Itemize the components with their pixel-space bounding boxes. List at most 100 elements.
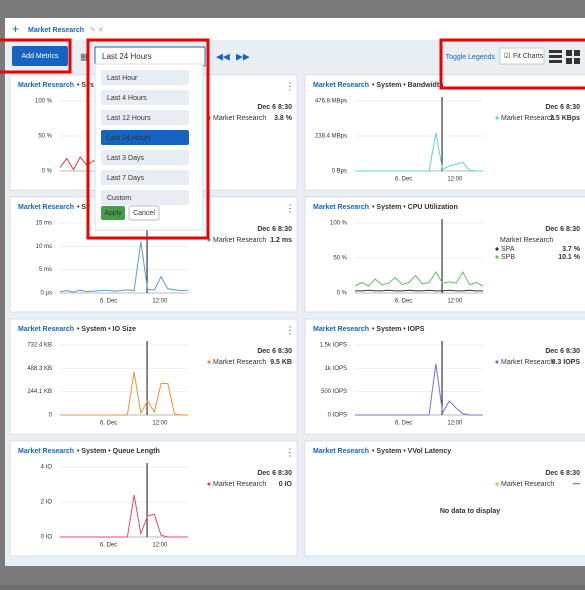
y-tick-label: 244.1 KB [27, 389, 52, 395]
highlight [86, 38, 210, 240]
layout-icons[interactable] [549, 50, 580, 64]
dropdown-option[interactable] [101, 150, 189, 165]
tab-bar [5, 18, 585, 40]
series-line [355, 132, 483, 172]
dropdown: Last Hour Last 4 Hours Last 12 Hours Last 2… [94, 63, 204, 231]
panel-title: Market Research • Sy [18, 204, 90, 211]
panel-metric: • System • CPU Utilization [372, 204, 458, 211]
dropdown-option-label[interactable]: Last 3 Days [107, 155, 144, 162]
add-metrics-button[interactable] [12, 46, 68, 66]
fit-charts-box[interactable] [499, 47, 545, 65]
x-tick-label: 12:00 [447, 421, 463, 427]
panel-bg [9, 318, 298, 435]
legend-name: Market Research [213, 115, 266, 122]
panel-bg [304, 74, 585, 191]
y-tick-label: 5 ms [39, 267, 52, 273]
prev-button[interactable]: ◀◀ [216, 51, 230, 61]
dropdown-option-label[interactable]: Last 24 Hours [107, 135, 151, 142]
calendar-icon[interactable]: ▦ [80, 51, 89, 61]
tab-icons[interactable]: ✎ ✕ [90, 27, 104, 34]
dropdown-option[interactable] [101, 110, 189, 125]
panel-menu[interactable]: ⋮ [583, 204, 585, 215]
dropdown-option-label[interactable]: Last Hour [107, 75, 138, 82]
legend-dot [207, 360, 211, 364]
panel-title: Market Research • System • IOPS [313, 326, 425, 333]
panel: Market Research • System • Queue Length ⋮D… [9, 440, 298, 557]
legend-dot [495, 360, 499, 364]
y-tick-label: 100 % [35, 99, 53, 105]
layout-icon[interactable] [566, 58, 572, 64]
add-metrics-label[interactable]: Add Metrics [22, 53, 59, 60]
legend-time: Dec 6 8:30 [545, 226, 580, 233]
panel-menu[interactable]: ⋮ [285, 448, 295, 459]
layout-icon[interactable] [574, 58, 580, 64]
dropdown-option[interactable] [101, 170, 189, 185]
y-tick-label: 476.8 MBps [315, 99, 347, 105]
legend-value: 0.3 IOPS [552, 359, 581, 366]
next-button[interactable]: ▶▶ [236, 51, 250, 61]
legend-time: Dec 6 8:30 [545, 348, 580, 355]
highlight [439, 38, 585, 90]
y-tick-label: 100 % [330, 221, 348, 227]
dropdown-option[interactable] [101, 130, 189, 145]
panel-metric: • System • IO Size [77, 326, 136, 333]
layout-icon[interactable] [549, 55, 562, 58]
panel-source: Market Research [18, 448, 74, 455]
dropdown-option-label[interactable]: Last 4 Hours [107, 95, 147, 102]
panel-source: Market Research [313, 204, 369, 211]
legend-dot [207, 482, 211, 486]
tab-title[interactable]: Market Research [28, 27, 84, 34]
panel-metric: • Sy [77, 204, 90, 211]
panel-menu[interactable]: ⋮ [583, 326, 585, 337]
fit-charts[interactable]: Fit Charts [513, 53, 544, 60]
y-tick-label: 4 IO [41, 465, 53, 471]
legend-name: Market Research [213, 359, 266, 366]
panel: Market Research • System • CPU Utilizatio… [304, 196, 585, 313]
layout-icon[interactable] [566, 50, 572, 56]
y-tick-label: 0 IOPS [328, 413, 347, 419]
y-tick-label: 50 % [333, 256, 347, 262]
layout-icon[interactable] [574, 50, 580, 56]
dropdown-option-label[interactable]: Last 7 Days [107, 175, 144, 182]
dropdown-option[interactable] [101, 190, 189, 205]
legend-dot [495, 482, 499, 486]
series-line [355, 289, 483, 292]
series-line [60, 371, 188, 416]
cancel-label[interactable]: Cancel [133, 210, 155, 217]
legend-time: Dec 6 8:30 [257, 470, 292, 477]
legend-value: — [573, 481, 580, 488]
legend-group: Market Research [500, 237, 553, 244]
cancel-button[interactable] [128, 205, 160, 221]
apply-button[interactable] [101, 206, 125, 220]
add-tab[interactable]: + [12, 22, 19, 36]
dropdown-option[interactable] [101, 90, 189, 105]
panel-bg [9, 440, 298, 557]
panel-source: Market Research [313, 82, 369, 89]
x-tick-label: 6. Dec [395, 177, 412, 183]
panel-menu[interactable]: ⋮ [285, 82, 295, 93]
fit-charts-check[interactable]: ☑ [504, 52, 510, 60]
dropdown-option-label[interactable]: Custom [107, 195, 131, 202]
y-tick-label: 1k IOPS [325, 366, 347, 372]
dropdown-option-label[interactable]: Last 12 Hours [107, 115, 151, 122]
layout-icon[interactable] [549, 50, 562, 53]
panel-metric: • System • Bandwidth [372, 82, 443, 89]
dropdown-option[interactable] [101, 70, 189, 85]
legend-name: Market Research [501, 359, 554, 366]
y-tick-label: 0 IO [41, 535, 53, 541]
panel-metric: • Sys [77, 82, 94, 89]
series-line [355, 363, 483, 416]
panel-menu[interactable]: ⋮ [285, 326, 295, 337]
toggle-legends[interactable]: Toggle Legends [446, 54, 496, 61]
range-value[interactable]: Last 24 Hours [102, 52, 152, 61]
apply-label[interactable]: Apply [104, 210, 122, 217]
panel-menu[interactable]: ⋮ [285, 204, 295, 215]
y-tick-label: 0 % [42, 169, 53, 175]
panel-menu[interactable]: ⋮ [583, 448, 585, 459]
legend-name: SPA [501, 246, 515, 253]
panel-bg [304, 318, 585, 435]
layout-icon[interactable] [549, 60, 562, 63]
panel-bg [304, 440, 585, 557]
